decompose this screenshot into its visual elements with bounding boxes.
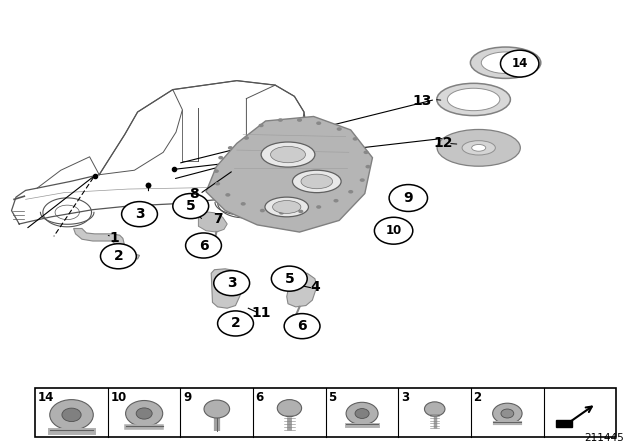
FancyBboxPatch shape bbox=[35, 388, 616, 437]
Polygon shape bbox=[206, 116, 372, 232]
Ellipse shape bbox=[481, 52, 530, 73]
Ellipse shape bbox=[346, 402, 378, 425]
Text: 5: 5 bbox=[284, 271, 294, 286]
Polygon shape bbox=[211, 269, 243, 308]
Text: 13: 13 bbox=[413, 94, 432, 108]
Circle shape bbox=[316, 121, 321, 125]
Circle shape bbox=[218, 156, 223, 159]
Circle shape bbox=[122, 202, 157, 227]
Ellipse shape bbox=[355, 409, 369, 418]
Circle shape bbox=[337, 127, 342, 131]
Ellipse shape bbox=[301, 174, 333, 189]
Circle shape bbox=[225, 193, 230, 197]
Text: 3: 3 bbox=[401, 391, 409, 404]
Text: 3: 3 bbox=[227, 276, 237, 290]
Text: 14: 14 bbox=[38, 391, 54, 404]
Text: 14: 14 bbox=[511, 57, 528, 70]
Circle shape bbox=[297, 118, 302, 122]
Text: 5: 5 bbox=[328, 391, 337, 404]
Circle shape bbox=[316, 205, 321, 209]
Text: 9: 9 bbox=[183, 391, 191, 404]
Ellipse shape bbox=[273, 201, 301, 213]
Circle shape bbox=[173, 194, 209, 219]
Circle shape bbox=[374, 217, 413, 244]
Text: 3: 3 bbox=[134, 207, 145, 221]
Circle shape bbox=[218, 311, 253, 336]
Circle shape bbox=[500, 50, 539, 77]
Text: 6: 6 bbox=[198, 238, 209, 253]
Circle shape bbox=[215, 182, 220, 185]
Circle shape bbox=[348, 190, 353, 194]
Ellipse shape bbox=[472, 144, 486, 151]
Text: 2: 2 bbox=[230, 316, 241, 331]
Ellipse shape bbox=[424, 402, 445, 416]
Circle shape bbox=[244, 136, 249, 140]
Circle shape bbox=[259, 124, 264, 127]
Polygon shape bbox=[198, 211, 227, 232]
Text: 11: 11 bbox=[252, 306, 271, 320]
Circle shape bbox=[360, 178, 365, 182]
Text: 7: 7 bbox=[212, 211, 223, 226]
Circle shape bbox=[214, 169, 219, 173]
Circle shape bbox=[186, 233, 221, 258]
Text: 2: 2 bbox=[474, 391, 482, 404]
Circle shape bbox=[364, 151, 369, 154]
Text: 4: 4 bbox=[310, 280, 320, 294]
Circle shape bbox=[260, 209, 265, 212]
Circle shape bbox=[365, 165, 371, 168]
Circle shape bbox=[279, 211, 284, 215]
Circle shape bbox=[278, 118, 283, 122]
Ellipse shape bbox=[125, 401, 163, 426]
Ellipse shape bbox=[265, 197, 308, 217]
Circle shape bbox=[271, 266, 307, 291]
Circle shape bbox=[214, 271, 250, 296]
Text: 2: 2 bbox=[113, 249, 124, 263]
Text: 1: 1 bbox=[109, 231, 119, 246]
Ellipse shape bbox=[462, 141, 495, 155]
Ellipse shape bbox=[447, 88, 500, 111]
Circle shape bbox=[353, 137, 358, 141]
Ellipse shape bbox=[493, 403, 522, 424]
Ellipse shape bbox=[204, 400, 230, 418]
Circle shape bbox=[389, 185, 428, 211]
Text: 6: 6 bbox=[256, 391, 264, 404]
Text: 6: 6 bbox=[297, 319, 307, 333]
Text: 9: 9 bbox=[403, 191, 413, 205]
Ellipse shape bbox=[470, 47, 541, 78]
Ellipse shape bbox=[136, 408, 152, 419]
Ellipse shape bbox=[501, 409, 514, 418]
Ellipse shape bbox=[261, 142, 315, 167]
Ellipse shape bbox=[292, 170, 341, 193]
Polygon shape bbox=[74, 228, 140, 259]
Circle shape bbox=[333, 199, 339, 202]
Text: 10: 10 bbox=[385, 224, 402, 237]
Circle shape bbox=[241, 202, 246, 206]
Ellipse shape bbox=[271, 146, 305, 163]
Ellipse shape bbox=[62, 408, 81, 422]
Circle shape bbox=[298, 210, 303, 213]
Ellipse shape bbox=[437, 83, 511, 116]
FancyBboxPatch shape bbox=[556, 420, 572, 427]
Circle shape bbox=[100, 244, 136, 269]
Circle shape bbox=[228, 146, 233, 150]
Text: 8: 8 bbox=[189, 186, 199, 201]
Ellipse shape bbox=[437, 129, 520, 166]
Circle shape bbox=[284, 314, 320, 339]
Ellipse shape bbox=[50, 400, 93, 430]
Ellipse shape bbox=[277, 400, 301, 417]
Polygon shape bbox=[287, 272, 317, 307]
Text: 10: 10 bbox=[111, 391, 127, 404]
Text: 5: 5 bbox=[186, 199, 196, 213]
Text: 12: 12 bbox=[434, 136, 453, 151]
Text: 211445: 211445 bbox=[584, 433, 624, 443]
